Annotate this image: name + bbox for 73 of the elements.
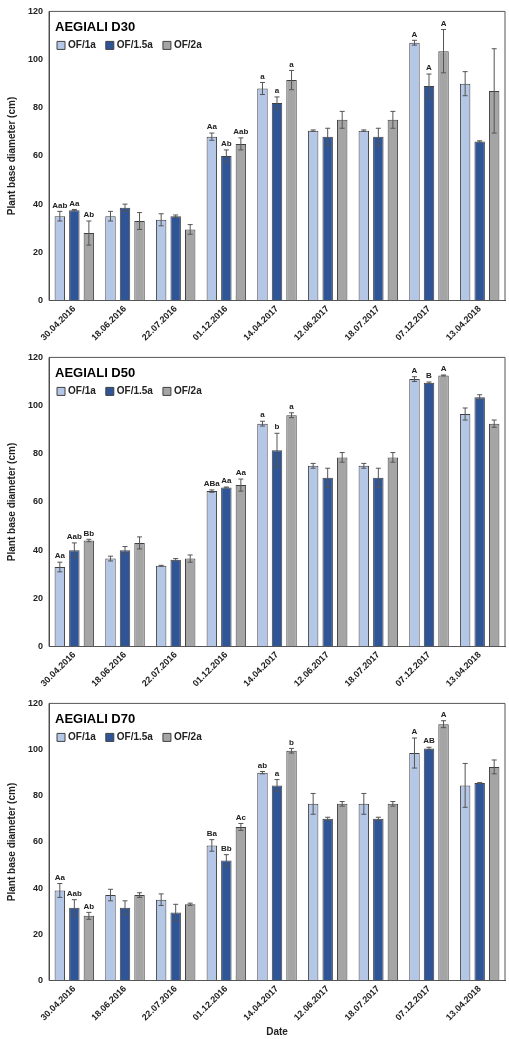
data-label: a <box>260 410 266 420</box>
legend-label: OF/2a <box>173 731 203 743</box>
y-axis-title: Plant base diameter (cm) <box>5 96 17 216</box>
data-label: Aab <box>52 200 68 210</box>
legend-label: OF/2a <box>173 39 203 51</box>
x-axis-title: Date <box>266 1025 289 1037</box>
y-tick-label: 40 <box>33 882 44 893</box>
y-tick-label: 80 <box>33 102 44 113</box>
y-tick-label: 0 <box>38 975 44 985</box>
data-label: Aab <box>233 127 249 137</box>
legend-label: OF/1.5a <box>116 385 154 397</box>
data-label: Aa <box>221 476 232 486</box>
data-label: A <box>440 364 447 374</box>
y-tick-label: 40 <box>33 544 44 555</box>
y-tick-label: 20 <box>33 592 44 603</box>
data-label: Aa <box>69 198 81 208</box>
data-label: Bb <box>83 528 95 538</box>
y-axis-title: Plant base diameter (cm) <box>5 782 17 902</box>
y-tick-label: 60 <box>33 836 44 847</box>
y-tick-label: 60 <box>33 496 44 507</box>
data-label: a <box>289 59 295 69</box>
data-label: b <box>274 422 280 432</box>
data-label: Ab <box>83 901 95 911</box>
y-tick-label: 80 <box>33 448 44 459</box>
data-label: Ab <box>83 210 95 220</box>
data-label: Aab <box>66 532 83 542</box>
legend-label: OF/1a <box>68 385 97 397</box>
data-label: a <box>289 402 295 412</box>
y-tick-label: 120 <box>27 5 44 16</box>
data-label: ABa <box>203 479 221 489</box>
data-label: Ab <box>221 139 232 149</box>
data-label: Ba <box>206 828 218 838</box>
y-tick-label: 20 <box>33 928 44 939</box>
data-label: Bb <box>221 843 232 853</box>
data-label: Aa <box>235 468 247 478</box>
y-axis-title: Plant base diameter (cm) <box>5 442 17 562</box>
y-tick-label: 0 <box>38 641 44 651</box>
data-label: a <box>274 768 280 778</box>
y-tick-label: 20 <box>33 246 44 257</box>
legend-label: OF/1a <box>68 731 97 743</box>
data-label: A <box>426 63 433 73</box>
data-label: A <box>411 727 418 737</box>
data-label: Aa <box>54 551 66 561</box>
y-tick-label: 120 <box>27 351 44 362</box>
y-tick-label: 60 <box>33 150 44 161</box>
data-label: A <box>411 365 418 375</box>
data-label: ab <box>257 760 268 770</box>
text: AEGIALI D70 <box>55 711 136 727</box>
data-label: a <box>260 71 266 81</box>
y-tick-label: 80 <box>33 790 44 801</box>
text: AEGIALI D50 <box>55 365 136 381</box>
y-tick-label: 100 <box>27 400 44 411</box>
data-label: A <box>440 709 447 719</box>
y-tick-label: 40 <box>33 198 44 209</box>
y-tick-label: 120 <box>27 697 44 708</box>
y-tick-label: 100 <box>27 744 44 755</box>
legend-label: OF/1.5a <box>116 39 154 51</box>
legend-label: OF/2a <box>173 385 203 397</box>
data-label: b <box>289 737 295 747</box>
legend-label: OF/1.5a <box>116 731 154 743</box>
data-label: A <box>411 29 418 39</box>
data-label: B <box>426 371 433 381</box>
data-label: Aab <box>66 888 83 898</box>
data-label: Ac <box>235 812 247 822</box>
y-tick-label: 100 <box>27 54 44 65</box>
data-label: AB <box>423 736 435 746</box>
legend-label: OF/1a <box>68 39 97 51</box>
data-label: A <box>440 18 447 28</box>
y-tick-label: 0 <box>38 295 44 305</box>
data-label: Aa <box>54 872 66 882</box>
data-label: Aa <box>206 122 218 132</box>
text: AEGIALI D30 <box>55 19 136 35</box>
data-label: a <box>274 86 280 96</box>
